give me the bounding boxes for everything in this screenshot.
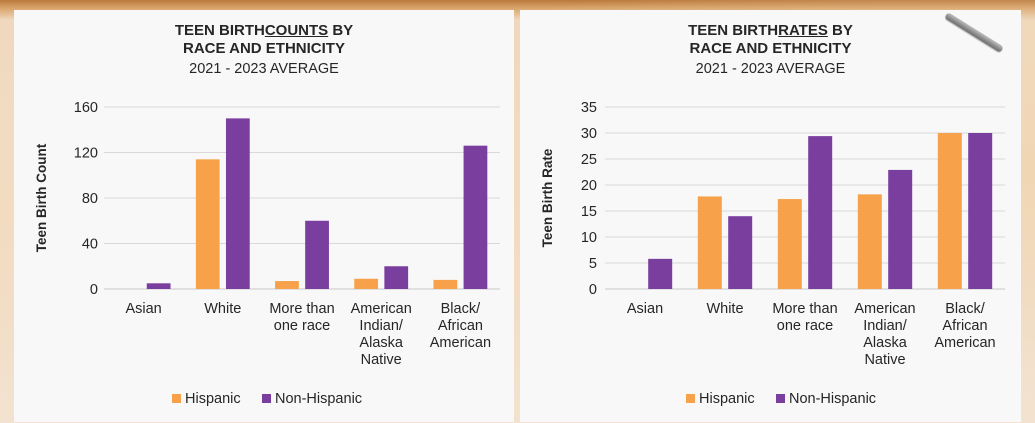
y-tick-label: 30 [581,126,597,142]
y-tick-label: 10 [581,230,597,246]
title-text: TEEN BIRTH [174,22,265,39]
bar-non-hispanic [463,145,488,289]
legend-swatch-hispanic [172,394,181,403]
bar-hispanic [354,278,379,289]
bar-hispanic [697,196,722,289]
y-tick-label: 160 [74,100,98,116]
legend-label-non-hispanic: Non-Hispanic [789,391,876,407]
legend-swatch-non-hispanic [262,394,271,403]
x-category-label: Alaska [863,335,907,351]
y-tick-label: 20 [581,178,597,194]
x-category-label: African [942,318,987,334]
bar-hispanic [937,133,962,289]
chart-panel-rates: TEEN BIRTHRATES BY RACE AND ETHNICITY 20… [520,10,1021,422]
bar-non-hispanic [968,133,993,289]
legend-label-non-hispanic: Non-Hispanic [275,391,362,407]
x-category-label: Asian [627,301,663,317]
x-category-label: More than [269,301,334,317]
y-tick-label: 120 [74,146,98,162]
chart-title: TEEN BIRTHRATES BY [520,22,1021,40]
chart-title: TEEN BIRTHCOUNTS BY [14,22,514,40]
legend-swatch-non-hispanic [776,394,785,403]
x-category-label: one race [777,318,833,334]
y-tick-label: 25 [581,152,597,168]
bar-non-hispanic [808,136,833,289]
y-tick-label: 15 [581,204,597,220]
legend-label-hispanic: Hispanic [185,391,241,407]
x-category-label: one race [274,318,330,334]
bar-hispanic [777,199,802,289]
x-category-label: White [706,301,743,317]
x-category-label: Asian [125,301,161,317]
title-text: TEEN BIRTH [688,22,779,39]
x-category-label: Native [864,352,905,368]
y-tick-label: 40 [82,237,98,253]
bar-hispanic [195,159,220,289]
title-text-end: BY [328,22,354,39]
x-category-label: American [854,301,915,317]
bar-non-hispanic [225,118,250,289]
bar-hispanic [433,279,458,289]
bar-non-hispanic [728,216,753,289]
x-category-label: More than [772,301,837,317]
x-category-label: Indian/ [359,318,404,334]
y-tick-label: 0 [90,282,98,298]
title-text-end: BY [827,22,853,39]
bar-chart-rates: 0 5 10 15 20 25 30 35 Teen Birth Rate Asian White M… [540,100,1005,407]
bar-chart-counts: 0 40 80 120 160 Teen Birth Count Asian White Mor… [34,100,500,407]
y-tick-label: 0 [589,282,597,298]
x-category-label: Black/ [945,301,985,317]
y-tick-label: 35 [581,100,597,116]
bar-non-hispanic [384,266,409,289]
chart-subtitle: 2021 - 2023 AVERAGE [695,61,846,77]
x-category-label: American [351,301,412,317]
bar-non-hispanic [305,220,329,289]
y-axis-label: Teen Birth Count [34,143,49,252]
y-axis-label: Teen Birth Rate [540,148,555,247]
x-category-label: Indian/ [863,318,908,334]
chart-title-line2: RACE AND ETHNICITY [689,40,852,57]
legend-label-hispanic: Hispanic [699,391,755,407]
x-category-label: American [934,335,995,351]
legend-swatch-hispanic [686,394,695,403]
chart-subtitle: 2021 - 2023 AVERAGE [189,61,339,77]
x-category-label: American [430,335,491,351]
bar-hispanic [857,194,882,289]
chart-panel-counts: TEEN BIRTHCOUNTS BY RACE AND ETHNICITY 2… [14,10,514,422]
title-underlined-word: COUNTS [264,22,329,39]
bar-hispanic [275,281,299,289]
bar-non-hispanic [146,283,171,289]
x-category-label: Alaska [359,335,403,351]
chart-title-line2: RACE AND ETHNICITY [183,40,345,57]
bar-non-hispanic [888,169,913,289]
y-tick-label: 5 [589,256,597,272]
title-underlined-word: RATES [778,22,828,39]
y-tick-label: 80 [82,191,98,207]
bar-non-hispanic [648,258,673,289]
x-category-label: Native [361,352,402,368]
x-category-label: Black/ [441,301,481,317]
x-category-label: White [204,301,241,317]
x-category-label: African [438,318,483,334]
